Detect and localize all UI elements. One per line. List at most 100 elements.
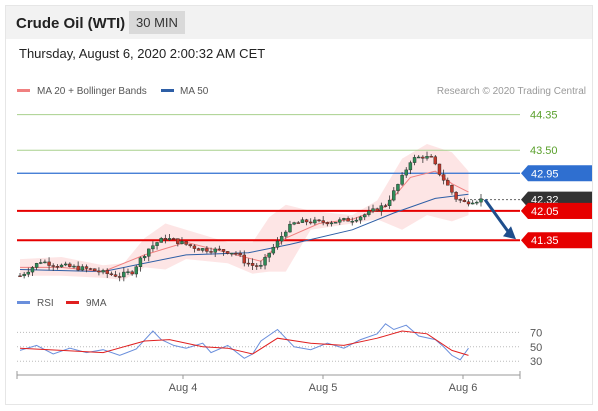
timeframe-badge[interactable]: 30 MIN — [129, 11, 185, 34]
candle-body — [176, 238, 180, 244]
candle-body — [180, 241, 184, 244]
candle — [205, 245, 209, 254]
legend-label-ma50: MA 50 — [180, 86, 209, 97]
candle-body — [400, 174, 404, 185]
level-label-0: 44.35 — [530, 110, 558, 122]
candle-body — [97, 270, 101, 273]
candle-body — [404, 169, 408, 176]
candle — [109, 271, 114, 276]
candle — [147, 248, 151, 262]
candle — [329, 220, 334, 227]
candle — [43, 259, 47, 264]
candle-body — [375, 208, 379, 212]
candle-body — [321, 220, 325, 223]
candle — [446, 177, 450, 186]
candle — [167, 234, 172, 242]
legend-swatch-9ma — [66, 301, 79, 304]
legend-label-ma20: MA 20 + Bollinger Bands — [37, 86, 147, 97]
candle — [321, 216, 325, 226]
candle — [234, 251, 238, 256]
candle-body — [113, 274, 118, 277]
candle — [213, 247, 217, 258]
candle-body — [454, 192, 458, 200]
candle — [51, 263, 55, 272]
candle — [396, 183, 400, 195]
legend-label-rsi: RSI — [37, 298, 54, 309]
credit-text: Research © 2020 Trading Central — [437, 86, 586, 97]
candle — [250, 258, 255, 271]
candle — [221, 248, 226, 256]
candle — [259, 260, 263, 270]
candle — [400, 172, 404, 187]
candle-body — [225, 251, 230, 254]
candle-body — [458, 199, 462, 201]
candle — [437, 163, 442, 177]
candle-body — [470, 202, 475, 205]
level-tag-bg-2 — [521, 165, 592, 182]
candle-body — [205, 248, 209, 252]
candle — [176, 238, 180, 247]
candle — [59, 263, 64, 268]
candle-body — [192, 245, 197, 249]
candle-body — [234, 252, 238, 255]
candle — [404, 167, 408, 178]
candle-body — [466, 201, 471, 205]
candle — [441, 169, 446, 185]
candle-body — [300, 219, 305, 223]
candle — [325, 221, 330, 227]
candle-body — [159, 238, 163, 243]
candle-body — [22, 273, 26, 277]
rsi-line — [19, 323, 469, 361]
candle-body — [130, 271, 134, 275]
x-axis-labels: Aug 4 Aug 5 Aug 6 — [169, 375, 477, 394]
candle-body — [354, 219, 359, 222]
candle — [246, 258, 251, 267]
candle — [225, 251, 230, 255]
candle-body — [475, 201, 479, 204]
candle-body — [325, 222, 330, 225]
candle-body — [238, 252, 242, 256]
forecast-arrow-head — [503, 226, 516, 240]
candle — [97, 267, 101, 276]
candle — [425, 151, 429, 161]
candle — [192, 244, 197, 253]
candle — [421, 155, 425, 163]
candle — [155, 241, 159, 250]
candle-body — [437, 163, 442, 175]
level-tag-front-bg-3 — [521, 202, 592, 219]
candle — [63, 261, 68, 267]
candle-body — [188, 244, 192, 247]
candle-body — [309, 221, 313, 224]
candle-body — [242, 254, 246, 264]
candle — [387, 195, 392, 209]
candle-body — [333, 222, 338, 224]
candle — [466, 199, 471, 207]
chart-datetime: Thursday, August 6, 2020 2:00:32 AM CET — [19, 46, 266, 61]
candle — [242, 250, 246, 267]
candle-body — [417, 156, 421, 159]
candle-body — [93, 268, 97, 272]
candle — [412, 154, 417, 166]
candle — [230, 252, 234, 257]
candle-body — [84, 266, 89, 269]
candle — [130, 270, 134, 276]
candle — [76, 261, 80, 272]
candle — [338, 217, 342, 226]
candle — [117, 272, 122, 282]
candle — [313, 216, 317, 226]
candle — [93, 268, 97, 272]
candle-body — [171, 238, 176, 240]
candle-body — [271, 247, 276, 254]
ma50-line — [19, 193, 469, 273]
level-tag-bg-4 — [521, 232, 592, 249]
candle — [122, 267, 126, 282]
chart-card: Crude Oil (WTI) 30 MIN Thursday, August … — [5, 5, 593, 405]
candle-body — [126, 271, 130, 273]
candle — [417, 155, 421, 159]
candle — [39, 259, 43, 265]
candle-body — [138, 257, 143, 267]
candle-body — [51, 265, 55, 267]
candle — [458, 198, 462, 204]
rsi-tick-50: 50 — [530, 342, 542, 354]
